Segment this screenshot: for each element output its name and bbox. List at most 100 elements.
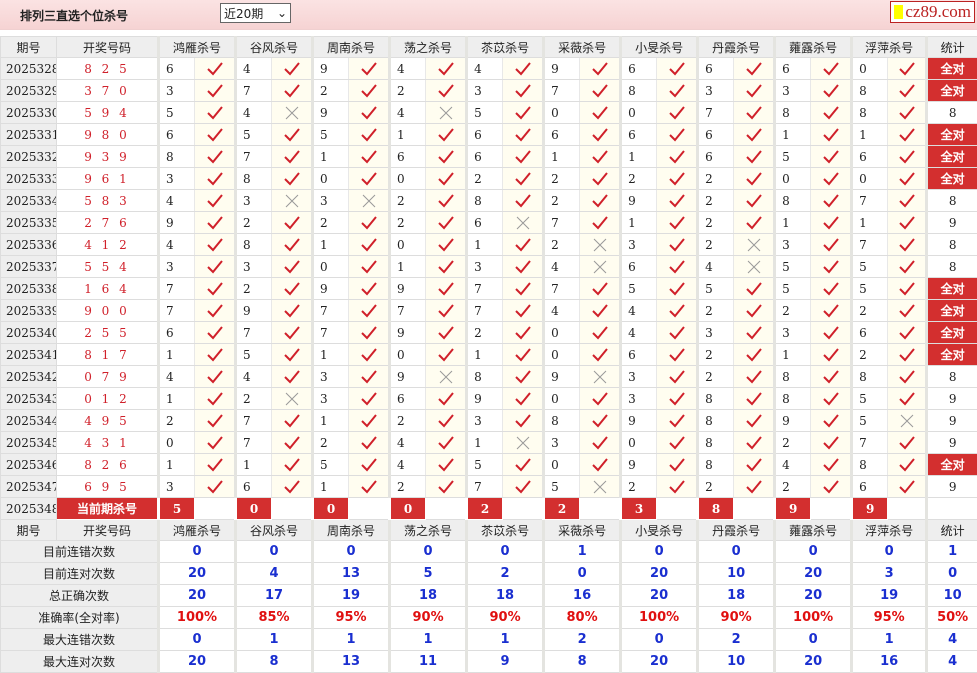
check-icon bbox=[349, 366, 390, 388]
check-icon bbox=[811, 58, 852, 80]
check-icon bbox=[426, 168, 467, 190]
empty-cell bbox=[927, 498, 977, 520]
kill-number: 0 bbox=[313, 256, 349, 278]
kill-number: 2 bbox=[698, 300, 734, 322]
kill-number: 3 bbox=[544, 432, 580, 454]
draw-number: 4 3 1 bbox=[57, 432, 159, 454]
stats-label: 准确率(全对率) bbox=[1, 607, 159, 629]
check-icon bbox=[195, 58, 236, 80]
col-expert: 苶苡杀号 bbox=[467, 520, 544, 541]
kill-number: 7 bbox=[852, 432, 888, 454]
empty-cell bbox=[811, 498, 852, 520]
stats-value: 13 bbox=[313, 651, 390, 673]
draw-number: 8 2 5 bbox=[57, 58, 159, 80]
kill-number: 2 bbox=[390, 80, 426, 102]
empty-cell bbox=[426, 498, 467, 520]
current-kill-number: 3 bbox=[621, 498, 657, 520]
site-logo[interactable]: cz89.com bbox=[890, 1, 975, 23]
kill-number: 9 bbox=[544, 366, 580, 388]
period-select[interactable]: 近20期⌄ bbox=[220, 3, 291, 23]
current-kill-number: 5 bbox=[159, 498, 195, 520]
check-icon bbox=[580, 124, 621, 146]
col-expert: 苶苡杀号 bbox=[467, 37, 544, 58]
check-icon bbox=[580, 168, 621, 190]
empty-cell bbox=[272, 498, 313, 520]
check-icon bbox=[272, 146, 313, 168]
stats-value: 4 bbox=[927, 651, 977, 673]
check-icon bbox=[811, 212, 852, 234]
check-icon bbox=[657, 256, 698, 278]
kill-number: 1 bbox=[467, 344, 503, 366]
kill-number: 0 bbox=[313, 168, 349, 190]
check-icon bbox=[811, 322, 852, 344]
stats-value: 0 bbox=[852, 541, 927, 563]
kill-number: 8 bbox=[852, 80, 888, 102]
kill-number: 2 bbox=[698, 190, 734, 212]
kill-number: 8 bbox=[698, 388, 734, 410]
check-icon bbox=[657, 476, 698, 498]
col-expert: 鸿雁杀号 bbox=[159, 37, 236, 58]
cross-icon bbox=[580, 234, 621, 256]
period-select-value: 近20期 bbox=[224, 5, 263, 22]
kill-number: 5 bbox=[467, 102, 503, 124]
cross-icon bbox=[503, 212, 544, 234]
kill-number: 5 bbox=[775, 146, 811, 168]
kill-number: 1 bbox=[621, 212, 657, 234]
stats-value: 0 bbox=[927, 563, 977, 585]
row-stat: 8 bbox=[927, 102, 977, 124]
issue-number: 2025328 bbox=[1, 58, 57, 80]
stats-value: 1 bbox=[313, 629, 390, 651]
check-icon bbox=[888, 432, 927, 454]
kill-number: 7 bbox=[236, 146, 272, 168]
check-icon bbox=[195, 190, 236, 212]
kill-number: 3 bbox=[621, 366, 657, 388]
col-expert: 丹霞杀号 bbox=[698, 520, 775, 541]
check-icon bbox=[426, 80, 467, 102]
kill-number: 1 bbox=[390, 256, 426, 278]
check-icon bbox=[580, 80, 621, 102]
stats-value: 100% bbox=[159, 607, 236, 629]
stats-value: 13 bbox=[313, 563, 390, 585]
kill-number: 2 bbox=[698, 366, 734, 388]
check-icon bbox=[811, 234, 852, 256]
kill-number: 9 bbox=[775, 410, 811, 432]
stats-value: 0 bbox=[390, 541, 467, 563]
empty-cell bbox=[580, 498, 621, 520]
row-stat: 9 bbox=[927, 432, 977, 454]
check-icon bbox=[349, 388, 390, 410]
empty-cell bbox=[657, 498, 698, 520]
kill-number: 6 bbox=[852, 476, 888, 498]
check-icon bbox=[888, 322, 927, 344]
check-icon bbox=[734, 344, 775, 366]
check-icon bbox=[503, 146, 544, 168]
stats-value: 10 bbox=[698, 651, 775, 673]
check-icon bbox=[580, 410, 621, 432]
check-icon bbox=[195, 256, 236, 278]
kill-number: 8 bbox=[159, 146, 195, 168]
check-icon bbox=[657, 80, 698, 102]
kill-number: 1 bbox=[159, 454, 195, 476]
check-icon bbox=[195, 212, 236, 234]
check-icon bbox=[195, 168, 236, 190]
check-icon bbox=[888, 124, 927, 146]
kill-number: 8 bbox=[775, 190, 811, 212]
check-icon bbox=[272, 476, 313, 498]
check-icon bbox=[426, 212, 467, 234]
draw-number: 0 1 2 bbox=[57, 388, 159, 410]
stats-value: 0 bbox=[159, 541, 236, 563]
kill-number: 3 bbox=[467, 80, 503, 102]
col-expert: 小旻杀号 bbox=[621, 37, 698, 58]
kill-number: 1 bbox=[313, 410, 349, 432]
row-stat: 9 bbox=[927, 476, 977, 498]
check-icon bbox=[888, 190, 927, 212]
current-kill-number: 2 bbox=[467, 498, 503, 520]
kill-number: 2 bbox=[313, 80, 349, 102]
kill-number: 8 bbox=[775, 102, 811, 124]
col-expert: 采薇杀号 bbox=[544, 37, 621, 58]
kill-number: 8 bbox=[775, 388, 811, 410]
row-stat: 全对 bbox=[927, 58, 977, 80]
